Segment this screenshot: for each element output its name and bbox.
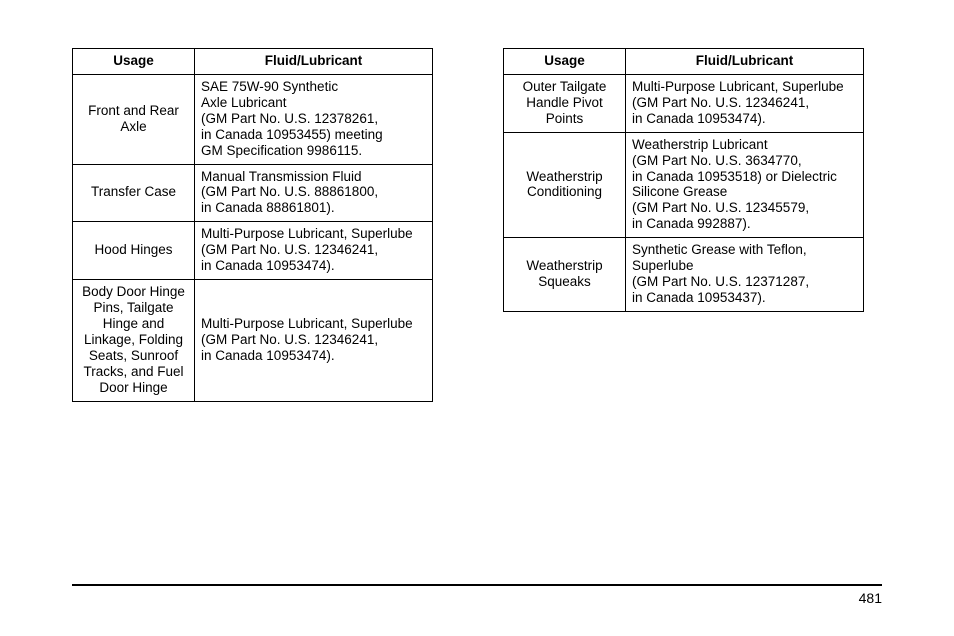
footer-rule [72, 584, 882, 586]
table-row: Hood Hinges Multi-Purpose Lubricant, Sup… [73, 222, 433, 280]
page-number: 481 [72, 590, 882, 606]
table-header-row: Usage Fluid/Lubricant [504, 49, 864, 75]
table-header-row: Usage Fluid/Lubricant [73, 49, 433, 75]
table-row: Weatherstrip Squeaks Synthetic Grease wi… [504, 238, 864, 312]
right-column: Usage Fluid/Lubricant Outer Tailgate Han… [503, 48, 864, 312]
page: Usage Fluid/Lubricant Front and Rear Axl… [0, 0, 954, 636]
cell-fluid: Manual Transmission Fluid(GM Part No. U.… [195, 164, 433, 222]
cell-usage: Weatherstrip Squeaks [504, 238, 626, 312]
header-usage: Usage [73, 49, 195, 75]
cell-usage: Body Door Hinge Pins, Tailgate Hinge and… [73, 280, 195, 401]
cell-fluid: Weatherstrip Lubricant(GM Part No. U.S. … [626, 132, 864, 238]
left-table: Usage Fluid/Lubricant Front and Rear Axl… [72, 48, 433, 402]
cell-usage: Weatherstrip Conditioning [504, 132, 626, 238]
header-fluid: Fluid/Lubricant [195, 49, 433, 75]
table-row: Body Door Hinge Pins, Tailgate Hinge and… [73, 280, 433, 401]
left-column: Usage Fluid/Lubricant Front and Rear Axl… [72, 48, 433, 402]
table-row: Outer Tailgate Handle Pivot Points Multi… [504, 74, 864, 132]
footer: 481 [72, 584, 882, 606]
cell-fluid: SAE 75W-90 SyntheticAxle Lubricant(GM Pa… [195, 74, 433, 164]
table-row: Transfer Case Manual Transmission Fluid(… [73, 164, 433, 222]
cell-fluid: Multi-Purpose Lubricant, Superlube(GM Pa… [195, 280, 433, 401]
right-table: Usage Fluid/Lubricant Outer Tailgate Han… [503, 48, 864, 312]
cell-fluid: Multi-Purpose Lubricant, Superlube(GM Pa… [195, 222, 433, 280]
header-usage: Usage [504, 49, 626, 75]
cell-fluid: Multi-Purpose Lubricant, Superlube(GM Pa… [626, 74, 864, 132]
table-row: Front and Rear Axle SAE 75W-90 Synthetic… [73, 74, 433, 164]
cell-fluid: Synthetic Grease with Teflon,Superlube(G… [626, 238, 864, 312]
cell-usage: Front and Rear Axle [73, 74, 195, 164]
table-row: Weatherstrip Conditioning Weatherstrip L… [504, 132, 864, 238]
cell-usage: Hood Hinges [73, 222, 195, 280]
header-fluid: Fluid/Lubricant [626, 49, 864, 75]
cell-usage: Outer Tailgate Handle Pivot Points [504, 74, 626, 132]
cell-usage: Transfer Case [73, 164, 195, 222]
columns-wrapper: Usage Fluid/Lubricant Front and Rear Axl… [72, 48, 882, 402]
